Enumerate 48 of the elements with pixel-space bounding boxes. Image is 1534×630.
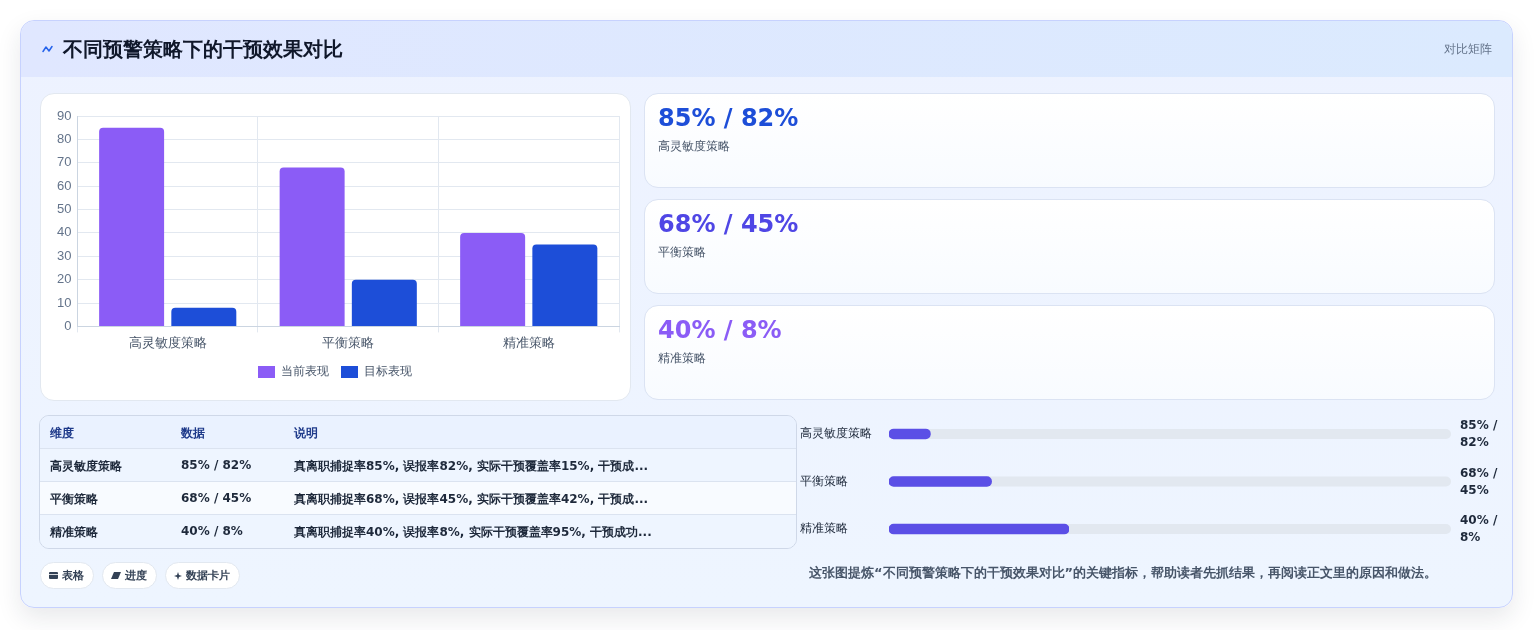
x-tick-label: 平衡策略 <box>322 334 375 350</box>
legend-label: 当前表现 <box>281 364 329 379</box>
y-tick-label: 70 <box>56 154 72 170</box>
y-tick-label: 20 <box>56 271 72 287</box>
text: 说明 <box>294 425 318 442</box>
text: 40% / 8% <box>658 316 782 344</box>
y-tick-label: 平衡策略 <box>800 473 848 488</box>
legend-label: 目标表现 <box>364 364 412 379</box>
text: 40% / 8% <box>1460 512 1499 547</box>
category-label: 平衡策略 <box>658 244 706 261</box>
text: 68% / 45% <box>1460 464 1499 499</box>
text: 40% / 8% <box>181 524 243 538</box>
category-label: 表格 <box>62 568 84 583</box>
y-tick-label: 30 <box>56 247 72 263</box>
y-tick-label: 80 <box>56 130 72 146</box>
category-label: 高灵敏度策略 <box>658 138 730 155</box>
text: 不同预警策略下的干预效果对比 <box>63 36 343 63</box>
text: 真离职捕捉率40%, 误报率8%, 实际干预覆盖率95%, 干预成功... <box>294 524 652 541</box>
bar <box>532 244 598 326</box>
y-tick-label: 高灵敏度策略 <box>800 426 872 441</box>
x-tick-label: 高灵敏度策略 <box>128 334 207 350</box>
y-tick-label: 50 <box>56 201 72 217</box>
y-tick-label: 0 <box>64 317 72 333</box>
text: 68% / 45% <box>658 210 799 238</box>
y-tick-label: 10 <box>56 294 72 310</box>
text: 维度 <box>50 425 74 442</box>
text: 对比矩阵 <box>1444 41 1492 58</box>
text: 85% / 82% <box>658 104 799 132</box>
text: 68% / 45% <box>181 491 252 505</box>
category-label: 进度 <box>125 568 147 583</box>
text: 真离职捕捉率68%, 误报率45%, 实际干预覆盖率42%, 干预成... <box>294 491 649 508</box>
bar <box>99 127 165 326</box>
category-label: 精准策略 <box>658 350 706 367</box>
category-label: 数据卡片 <box>186 568 230 583</box>
x-tick-label: 精准策略 <box>502 334 555 350</box>
text: 85% / 82% <box>1460 416 1499 451</box>
bar <box>351 279 417 326</box>
y-tick-label: 90 <box>56 107 72 123</box>
bar <box>460 232 526 326</box>
text: 这张图提炼“不同预警策略下的干预效果对比”的关键指标，帮助读者先抓结果，再阅读正文里的原因和做法。 <box>809 564 1438 582</box>
text: 85% / 82% <box>181 458 252 472</box>
bar <box>171 307 237 326</box>
text: 数据 <box>181 425 205 442</box>
y-tick-label: 精准策略 <box>800 521 848 536</box>
y-tick-label: 60 <box>56 177 72 193</box>
bar <box>279 167 345 326</box>
y-tick-label: 40 <box>56 224 72 240</box>
text: 真离职捕捉率85%, 误报率82%, 实际干预覆盖率15%, 干预成... <box>294 458 649 475</box>
